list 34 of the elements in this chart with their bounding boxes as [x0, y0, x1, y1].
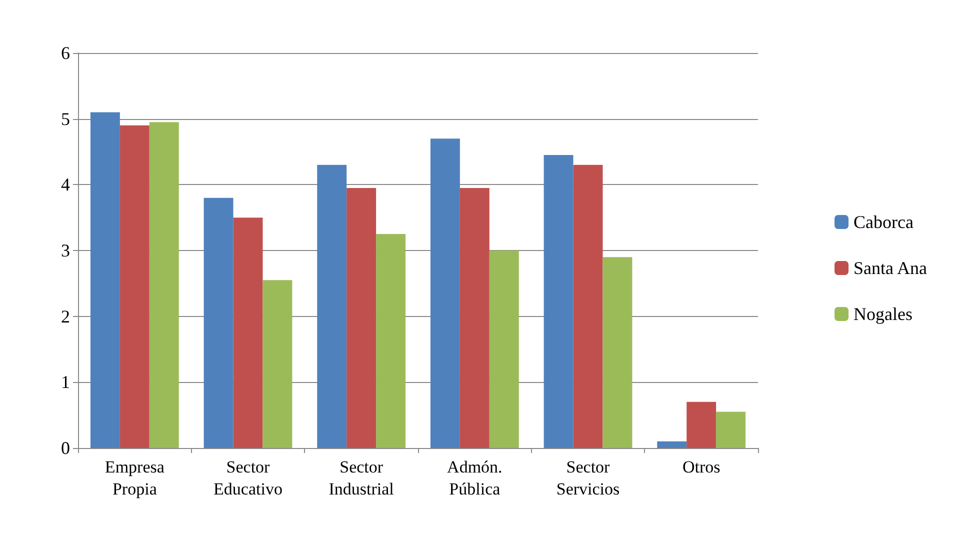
legend-label: Santa Ana	[854, 258, 928, 278]
bar	[489, 250, 519, 448]
bar	[430, 138, 460, 448]
x-tick-label: Empresa Propia	[104, 458, 165, 498]
bar	[317, 164, 347, 448]
bar	[460, 188, 490, 448]
x-tick-label: Otros	[682, 458, 720, 476]
bar	[262, 280, 292, 448]
legend-label: Nogales	[854, 304, 913, 324]
y-tick-label: 3	[61, 240, 70, 260]
legend-label: Caborca	[854, 212, 914, 232]
x-tick-label: Sector Servicios	[556, 458, 620, 498]
bar	[686, 402, 716, 448]
bar	[233, 218, 263, 448]
bar	[90, 112, 120, 448]
y-tick-label: 5	[61, 108, 70, 129]
bar	[544, 155, 574, 448]
bar	[716, 412, 746, 448]
bar	[657, 441, 687, 448]
y-tick-label: 6	[61, 43, 70, 63]
bar	[376, 234, 406, 448]
bar	[602, 257, 632, 448]
x-tick-label: Sector Industrial	[328, 458, 394, 498]
bar	[573, 164, 603, 448]
bar	[204, 198, 234, 448]
y-tick-label: 1	[61, 372, 70, 392]
y-tick-label: 2	[61, 306, 70, 326]
x-tick-label: Sector Educativo	[214, 458, 282, 498]
x-tick-label: Admón. Pública	[447, 458, 502, 498]
bar	[120, 125, 150, 448]
y-tick-label: 4	[61, 174, 70, 195]
bar	[346, 188, 376, 448]
y-tick-label: 0	[61, 438, 70, 458]
bar	[149, 122, 179, 448]
